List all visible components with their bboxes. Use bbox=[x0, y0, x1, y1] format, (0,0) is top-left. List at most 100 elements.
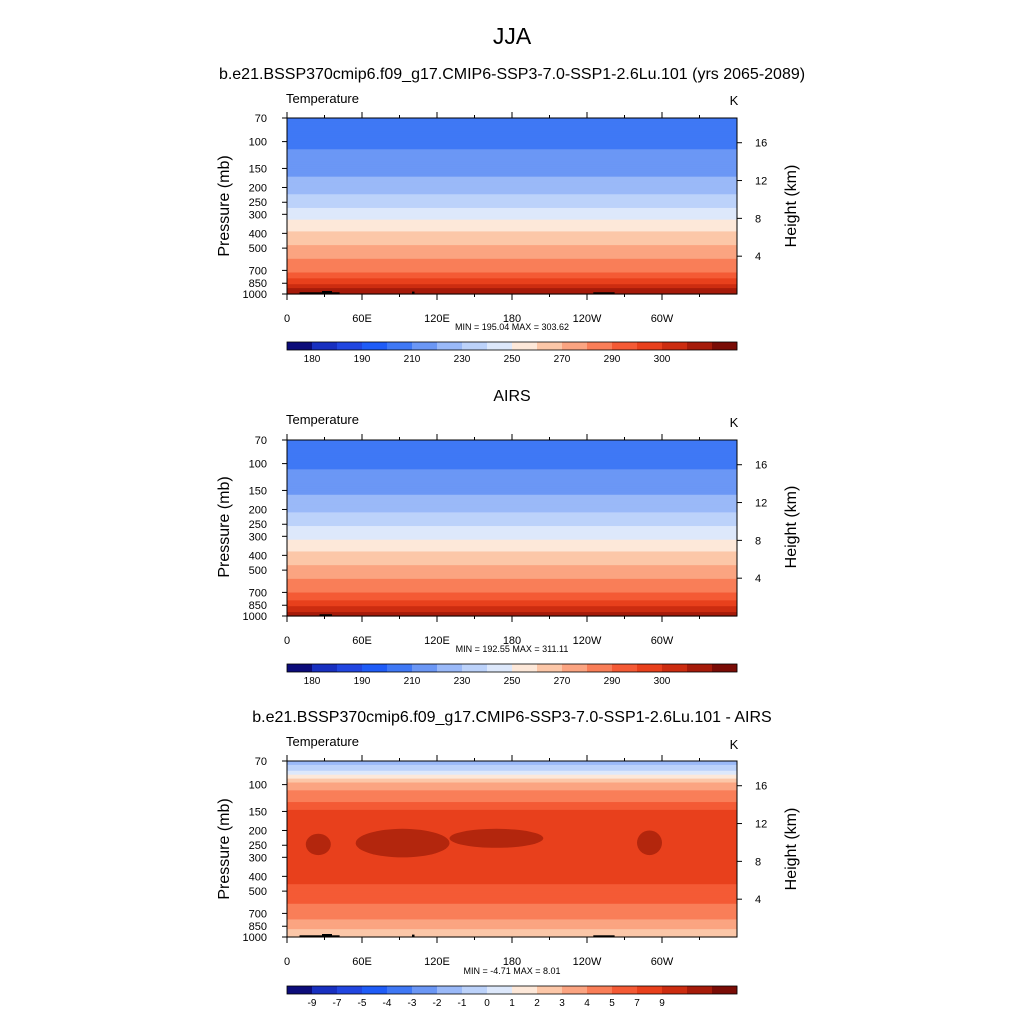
colorbar-label: 9 bbox=[659, 998, 665, 1009]
field-band bbox=[287, 868, 737, 872]
field-band bbox=[287, 543, 737, 547]
colorbar-label: 7 bbox=[634, 998, 640, 1009]
y-tick-label: 400 bbox=[249, 871, 267, 883]
y-tick-label: 300 bbox=[249, 531, 267, 543]
x-tick-label: 120W bbox=[573, 635, 602, 647]
field-band bbox=[287, 260, 737, 264]
colorbar-frame bbox=[286, 663, 738, 673]
field-band bbox=[287, 909, 737, 913]
field-band bbox=[287, 880, 737, 883]
colorbar-swatch bbox=[512, 664, 538, 672]
field-patch bbox=[355, 828, 450, 858]
field-patch bbox=[449, 828, 544, 848]
y-tick-label: 500 bbox=[249, 243, 267, 255]
colorbar-swatch bbox=[287, 986, 313, 994]
field-band bbox=[287, 921, 737, 924]
panel-title: AIRS bbox=[493, 388, 530, 405]
field-band bbox=[287, 849, 737, 852]
field-band bbox=[287, 276, 737, 279]
field-band bbox=[287, 256, 737, 260]
field-band bbox=[287, 202, 737, 205]
field-band bbox=[287, 506, 737, 510]
field-band bbox=[287, 874, 737, 877]
field-band bbox=[287, 510, 737, 513]
colorbar-label: 4 bbox=[584, 998, 590, 1009]
field-band bbox=[287, 528, 737, 531]
field-band bbox=[287, 221, 737, 225]
field-band bbox=[287, 290, 737, 293]
y2-tick-label: 12 bbox=[755, 176, 767, 188]
field-band bbox=[287, 514, 737, 517]
colorbar: 180 190 210 230 250 270 290 300 bbox=[286, 341, 738, 365]
y-tick-label: 500 bbox=[249, 565, 267, 577]
y-tick-label: 850 bbox=[249, 600, 267, 612]
field-band bbox=[287, 569, 737, 572]
field-band bbox=[287, 182, 737, 186]
y-tick-label: 150 bbox=[249, 806, 267, 818]
field-band bbox=[287, 143, 737, 146]
field-band bbox=[287, 488, 737, 492]
y-axis-label: Pressure (mb) bbox=[216, 476, 233, 577]
colorbar-swatch bbox=[512, 342, 538, 350]
y2-tick-label: 4 bbox=[755, 894, 761, 906]
field-band bbox=[287, 192, 737, 195]
colorbar-swatch bbox=[487, 664, 513, 672]
field-band bbox=[287, 469, 737, 472]
colorbar-label: 270 bbox=[554, 354, 571, 365]
field-band bbox=[287, 545, 737, 549]
field-band bbox=[287, 796, 737, 799]
field-band bbox=[287, 119, 737, 123]
field-band bbox=[287, 586, 737, 590]
field-band bbox=[287, 198, 737, 201]
colorbar-swatch bbox=[637, 342, 663, 350]
field-band bbox=[287, 170, 737, 174]
colorbar-label: 0 bbox=[484, 998, 490, 1009]
colorbar-swatch bbox=[562, 342, 588, 350]
x-tick-label: 120E bbox=[424, 635, 450, 647]
panel-title: b.e21.BSSP370cmip6.f09_g17.CMIP6-SSP3-7.… bbox=[219, 66, 805, 83]
colorbar-label: 190 bbox=[354, 676, 371, 687]
panel-title: b.e21.BSSP370cmip6.f09_g17.CMIP6-SSP3-7.… bbox=[252, 709, 771, 726]
field-band bbox=[287, 610, 737, 613]
y-tick-label: 700 bbox=[249, 908, 267, 920]
field-band bbox=[287, 776, 737, 780]
field-band bbox=[287, 496, 737, 500]
colorbar-swatch bbox=[462, 342, 488, 350]
min-max-stats: MIN = 192.55 MAX = 311.11 bbox=[456, 644, 569, 654]
field-band bbox=[287, 139, 737, 143]
field-band bbox=[287, 270, 737, 274]
colorbar-swatch bbox=[387, 986, 413, 994]
field-band bbox=[287, 447, 737, 451]
x-tick-label: 0 bbox=[284, 313, 290, 325]
colorbar-swatch bbox=[362, 342, 388, 350]
field-band bbox=[287, 878, 737, 881]
y-tick-label: 500 bbox=[249, 886, 267, 898]
field-band bbox=[287, 522, 737, 525]
colorbar-swatch bbox=[487, 986, 513, 994]
field-patch bbox=[305, 833, 331, 856]
x-tick-label: 120E bbox=[424, 956, 450, 968]
x-tick-label: 180 bbox=[503, 313, 521, 325]
field-band bbox=[287, 209, 737, 213]
field-band bbox=[287, 500, 737, 504]
field-band bbox=[287, 802, 737, 805]
field-band bbox=[287, 800, 737, 803]
field-band bbox=[287, 600, 737, 603]
colorbar-label: 3 bbox=[559, 998, 565, 1009]
field-band bbox=[287, 557, 737, 560]
y2-tick-label: 16 bbox=[755, 781, 767, 793]
field-band bbox=[287, 790, 737, 793]
field-band bbox=[287, 813, 737, 817]
field-band bbox=[287, 498, 737, 502]
colorbar-swatch bbox=[387, 342, 413, 350]
field-band bbox=[287, 762, 737, 766]
x-tick-label: 60E bbox=[352, 635, 372, 647]
field-band bbox=[287, 243, 737, 246]
field-band bbox=[287, 911, 737, 915]
x-tick-label: 60W bbox=[651, 635, 674, 647]
field-band bbox=[287, 449, 737, 453]
colorbar-swatch bbox=[612, 986, 638, 994]
field-band bbox=[287, 147, 737, 150]
field-band bbox=[287, 608, 737, 611]
